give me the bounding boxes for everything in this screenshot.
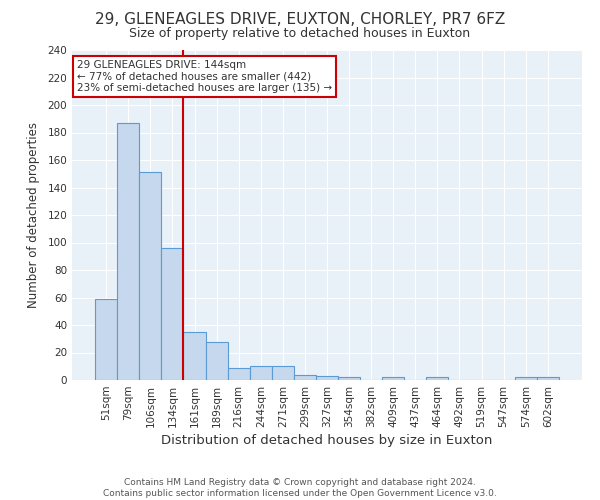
Bar [382, 377, 404, 380]
Bar [537, 377, 559, 380]
Bar [161, 248, 184, 380]
Bar [427, 377, 448, 380]
Text: Contains HM Land Registry data © Crown copyright and database right 2024.
Contai: Contains HM Land Registry data © Crown c… [103, 478, 497, 498]
Bar [250, 366, 272, 380]
Text: 29 GLENEAGLES DRIVE: 144sqm
← 77% of detached houses are smaller (442)
23% of se: 29 GLENEAGLES DRIVE: 144sqm ← 77% of det… [77, 60, 332, 93]
Bar [206, 342, 227, 380]
Bar [117, 123, 139, 380]
Bar [184, 332, 206, 380]
Text: Size of property relative to detached houses in Euxton: Size of property relative to detached ho… [130, 28, 470, 40]
Y-axis label: Number of detached properties: Number of detached properties [28, 122, 40, 308]
Text: 29, GLENEAGLES DRIVE, EUXTON, CHORLEY, PR7 6FZ: 29, GLENEAGLES DRIVE, EUXTON, CHORLEY, P… [95, 12, 505, 28]
Bar [294, 374, 316, 380]
Bar [139, 172, 161, 380]
Bar [272, 366, 294, 380]
Bar [95, 299, 117, 380]
Bar [316, 376, 338, 380]
Bar [338, 377, 360, 380]
X-axis label: Distribution of detached houses by size in Euxton: Distribution of detached houses by size … [161, 434, 493, 447]
Bar [515, 377, 537, 380]
Bar [227, 368, 250, 380]
